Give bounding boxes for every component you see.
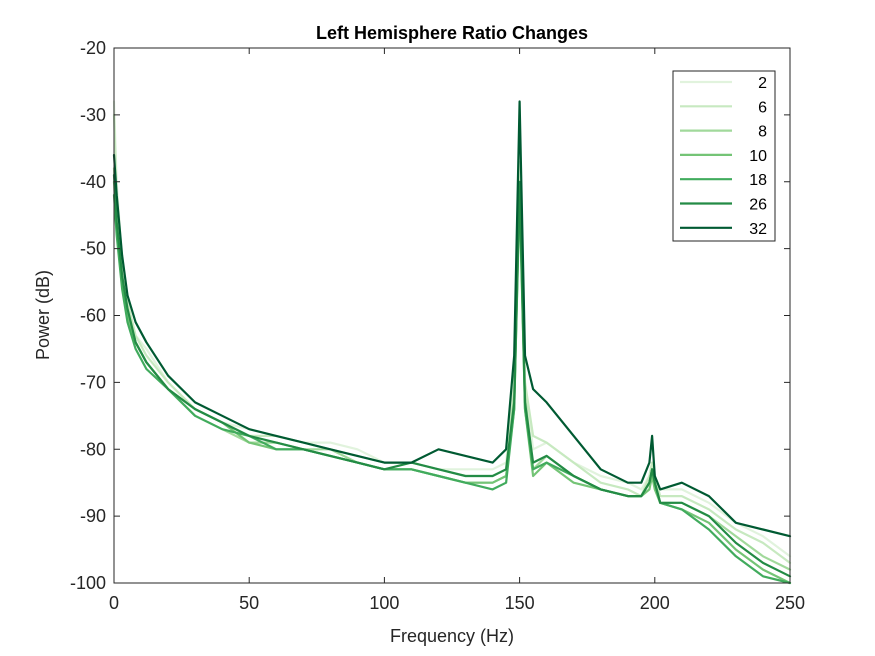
chart-title: Left Hemisphere Ratio Changes — [316, 23, 588, 43]
x-tick-label: 50 — [239, 593, 259, 613]
legend-label-8: 8 — [758, 124, 767, 141]
series-line-26 — [112, 174, 792, 578]
legend-label-10: 10 — [749, 148, 767, 165]
series-line-32 — [112, 100, 792, 538]
y-axis-label: Power (dB) — [33, 270, 53, 360]
legend-label-18: 18 — [749, 172, 767, 189]
y-tick-label: -70 — [80, 372, 106, 392]
legend-label-2: 2 — [758, 75, 767, 92]
x-tick-label: 200 — [640, 593, 670, 613]
y-tick-label: -80 — [80, 439, 106, 459]
legend-label-26: 26 — [749, 197, 767, 214]
y-tick-label: -60 — [80, 306, 106, 326]
y-tick-label: -40 — [80, 172, 106, 192]
x-ticks: 0 50 100 150 200 250 — [109, 48, 805, 613]
x-axis-label: Frequency (Hz) — [390, 626, 514, 646]
y-tick-label: -90 — [80, 506, 106, 526]
y-tick-label: -30 — [80, 105, 106, 125]
legend-box — [672, 70, 776, 242]
legend-label-6: 6 — [758, 99, 767, 116]
y-tick-label: -100 — [70, 573, 106, 593]
legend-label-32: 32 — [749, 221, 767, 238]
y-tick-label: -20 — [80, 38, 106, 58]
x-tick-label: 250 — [775, 593, 805, 613]
x-tick-label: 150 — [505, 593, 535, 613]
x-tick-label: 0 — [109, 593, 119, 613]
x-tick-label: 100 — [369, 593, 399, 613]
y-ticks: -100 -90 -80 -70 -60 -50 -40 -30 -20 — [70, 38, 790, 593]
series-layer — [112, 100, 792, 585]
y-tick-label: -50 — [80, 239, 106, 259]
